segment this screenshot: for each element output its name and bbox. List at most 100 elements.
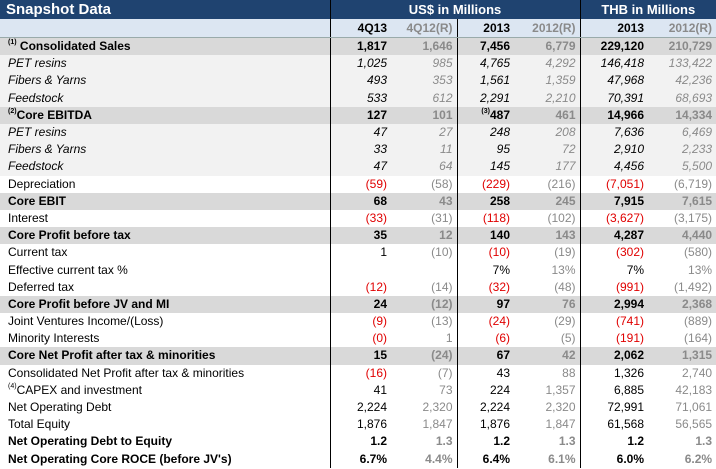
cell-2012-thb: (1,492) (648, 279, 716, 296)
row-label-text: CAPEX and investment (16, 382, 142, 397)
cell-value: 1,876 (479, 417, 510, 432)
cell-value: 61,568 (607, 417, 645, 432)
cell-value: 73 (439, 382, 453, 397)
table-row: Minority Interests (0) 1 (6) (5) (191) (164) (0, 330, 716, 348)
cell-value: (6,719) (674, 176, 713, 191)
cell-2012-thb: 13% (648, 261, 716, 278)
table-row: Fibers & Yarns 33 11 95 72 2,910 2,233 (0, 141, 716, 159)
cell-2012-thb: (3,175) (648, 210, 716, 227)
cell-2012-usd: 2,320 (514, 399, 580, 416)
cell-2012-usd: 13% (514, 261, 580, 278)
cell-value: 258 (489, 193, 510, 208)
row-label: Fibers & Yarns (0, 141, 330, 159)
cell-2013-usd: 43 (456, 364, 514, 382)
cell-value: 1,359 (545, 73, 576, 88)
cell-2012-thb: 14,334 (648, 106, 716, 124)
cell-value: (164) (684, 331, 713, 346)
cell-2012-thb: (164) (648, 330, 716, 347)
row-label: Feedstock (0, 158, 330, 176)
column-header-row: 4Q13 4Q12(R) 2013 2012(R) 2013 2012(R) (0, 19, 716, 38)
cell-value: 6.1% (548, 451, 576, 466)
cell-2013-thb: (741) (579, 313, 649, 331)
row-label-text: Fibers & Yarns (8, 142, 87, 157)
cell-value: 1.3 (558, 434, 576, 449)
table-title: Snapshot Data (0, 0, 330, 19)
cell-value: 12 (439, 228, 453, 243)
cell-value: 1.2 (493, 434, 510, 449)
cell-2012-usd: 461 (514, 106, 581, 124)
row-label: Joint Ventures Income/(Loss) (0, 313, 330, 330)
footnote-marker: (1) (8, 39, 17, 47)
table-row: Deferred tax (12) (14) (32) (48) (991) (1,492) (0, 278, 716, 296)
cell-value: 35 (373, 228, 387, 243)
cell-value: 2,233 (682, 142, 713, 157)
cell-value: (58) (431, 176, 453, 191)
cell-value: 2,368 (682, 296, 713, 311)
cell-2013-usd: (229) (456, 175, 514, 193)
cell-value: 72,991 (607, 400, 645, 415)
cell-2013-usd: 95 (456, 141, 514, 159)
cell-2013-thb: (302) (579, 244, 649, 262)
cell-2013-thb: 1.2 (579, 433, 649, 451)
cell-4q12: 353 (391, 72, 457, 90)
cell-2012-usd: 6.1% (514, 451, 580, 468)
cell-value: 1.3 (695, 434, 713, 449)
row-label-text: Net Operating Debt to Equity (8, 434, 173, 449)
cell-value: 127 (366, 107, 387, 122)
cell-2012-usd: 177 (514, 158, 581, 176)
cell-value: 229,120 (600, 39, 645, 54)
header-row: Snapshot Data US$ in Millions THB in Mil… (0, 0, 716, 19)
cell-value: 4.4% (425, 451, 453, 466)
cell-value: 353 (432, 73, 453, 88)
table-row: PET resins 47 27 248 208 7,636 6,469 (0, 123, 716, 142)
cell-value: (24) (431, 348, 453, 363)
cell-2013-thb: 7,915 (579, 192, 649, 210)
label-column-header (0, 19, 330, 38)
cell-value: (3,627) (606, 210, 645, 225)
cell-2012-usd: 2,210 (514, 89, 581, 107)
cell-value: 42 (562, 348, 576, 363)
cell-value: (29) (554, 314, 576, 329)
cell-2012-usd: 72 (514, 141, 581, 159)
cell-value: 6.7% (359, 451, 387, 466)
footnote-marker: (3) (481, 107, 490, 115)
row-label-text: Core Net Profit after tax & minorities (8, 348, 216, 363)
cell-value: 33 (373, 142, 387, 157)
cell-2013-usd: 97 (456, 295, 514, 313)
cell-value: 493 (366, 73, 387, 88)
row-label-text: Core EBIT (8, 193, 67, 208)
cell-value: 7% (492, 262, 510, 277)
cell-value: (12) (365, 279, 387, 294)
row-label-text: Fibers & Yarns (8, 73, 87, 88)
cell-value: 461 (555, 107, 576, 122)
cell-value: 2,224 (479, 400, 510, 415)
row-label-text: PET resins (8, 125, 67, 140)
cell-4q12: 12 (391, 227, 457, 245)
cell-value: 143 (555, 228, 576, 243)
cell-value: 14,334 (675, 107, 713, 122)
cell-value: 7,615 (682, 193, 713, 208)
cell-4q13: 6.7% (329, 450, 391, 468)
table-row: Interest (33) (31) (118) (102) (3,627) (3,175) (0, 209, 716, 228)
cell-4q13: 24 (329, 295, 391, 313)
row-label: Minority Interests (0, 330, 330, 347)
cell-value: 68,693 (675, 90, 713, 105)
cell-value: 177 (555, 159, 576, 174)
cell-2012-usd: 42 (514, 347, 581, 365)
cell-value: (741) (616, 314, 645, 329)
cell-4q13: 33 (329, 141, 391, 159)
cell-value: 41 (373, 382, 387, 397)
cell-value: 2,320 (545, 400, 576, 415)
cell-2012-thb: (6,719) (648, 176, 716, 193)
cell-value: 70,391 (607, 90, 645, 105)
cell-value: 6,779 (545, 39, 576, 54)
cell-4q13: 533 (329, 89, 391, 107)
cell-4q13: (33) (329, 209, 391, 228)
cell-4q13 (329, 261, 391, 279)
row-label-text: Core Profit before tax (8, 228, 131, 243)
cell-value: 210,729 (668, 39, 713, 54)
cell-value: 1 (445, 331, 453, 346)
cell-2013-usd: 2,291 (456, 89, 514, 107)
usd-group-header: US$ in Millions (329, 0, 581, 19)
